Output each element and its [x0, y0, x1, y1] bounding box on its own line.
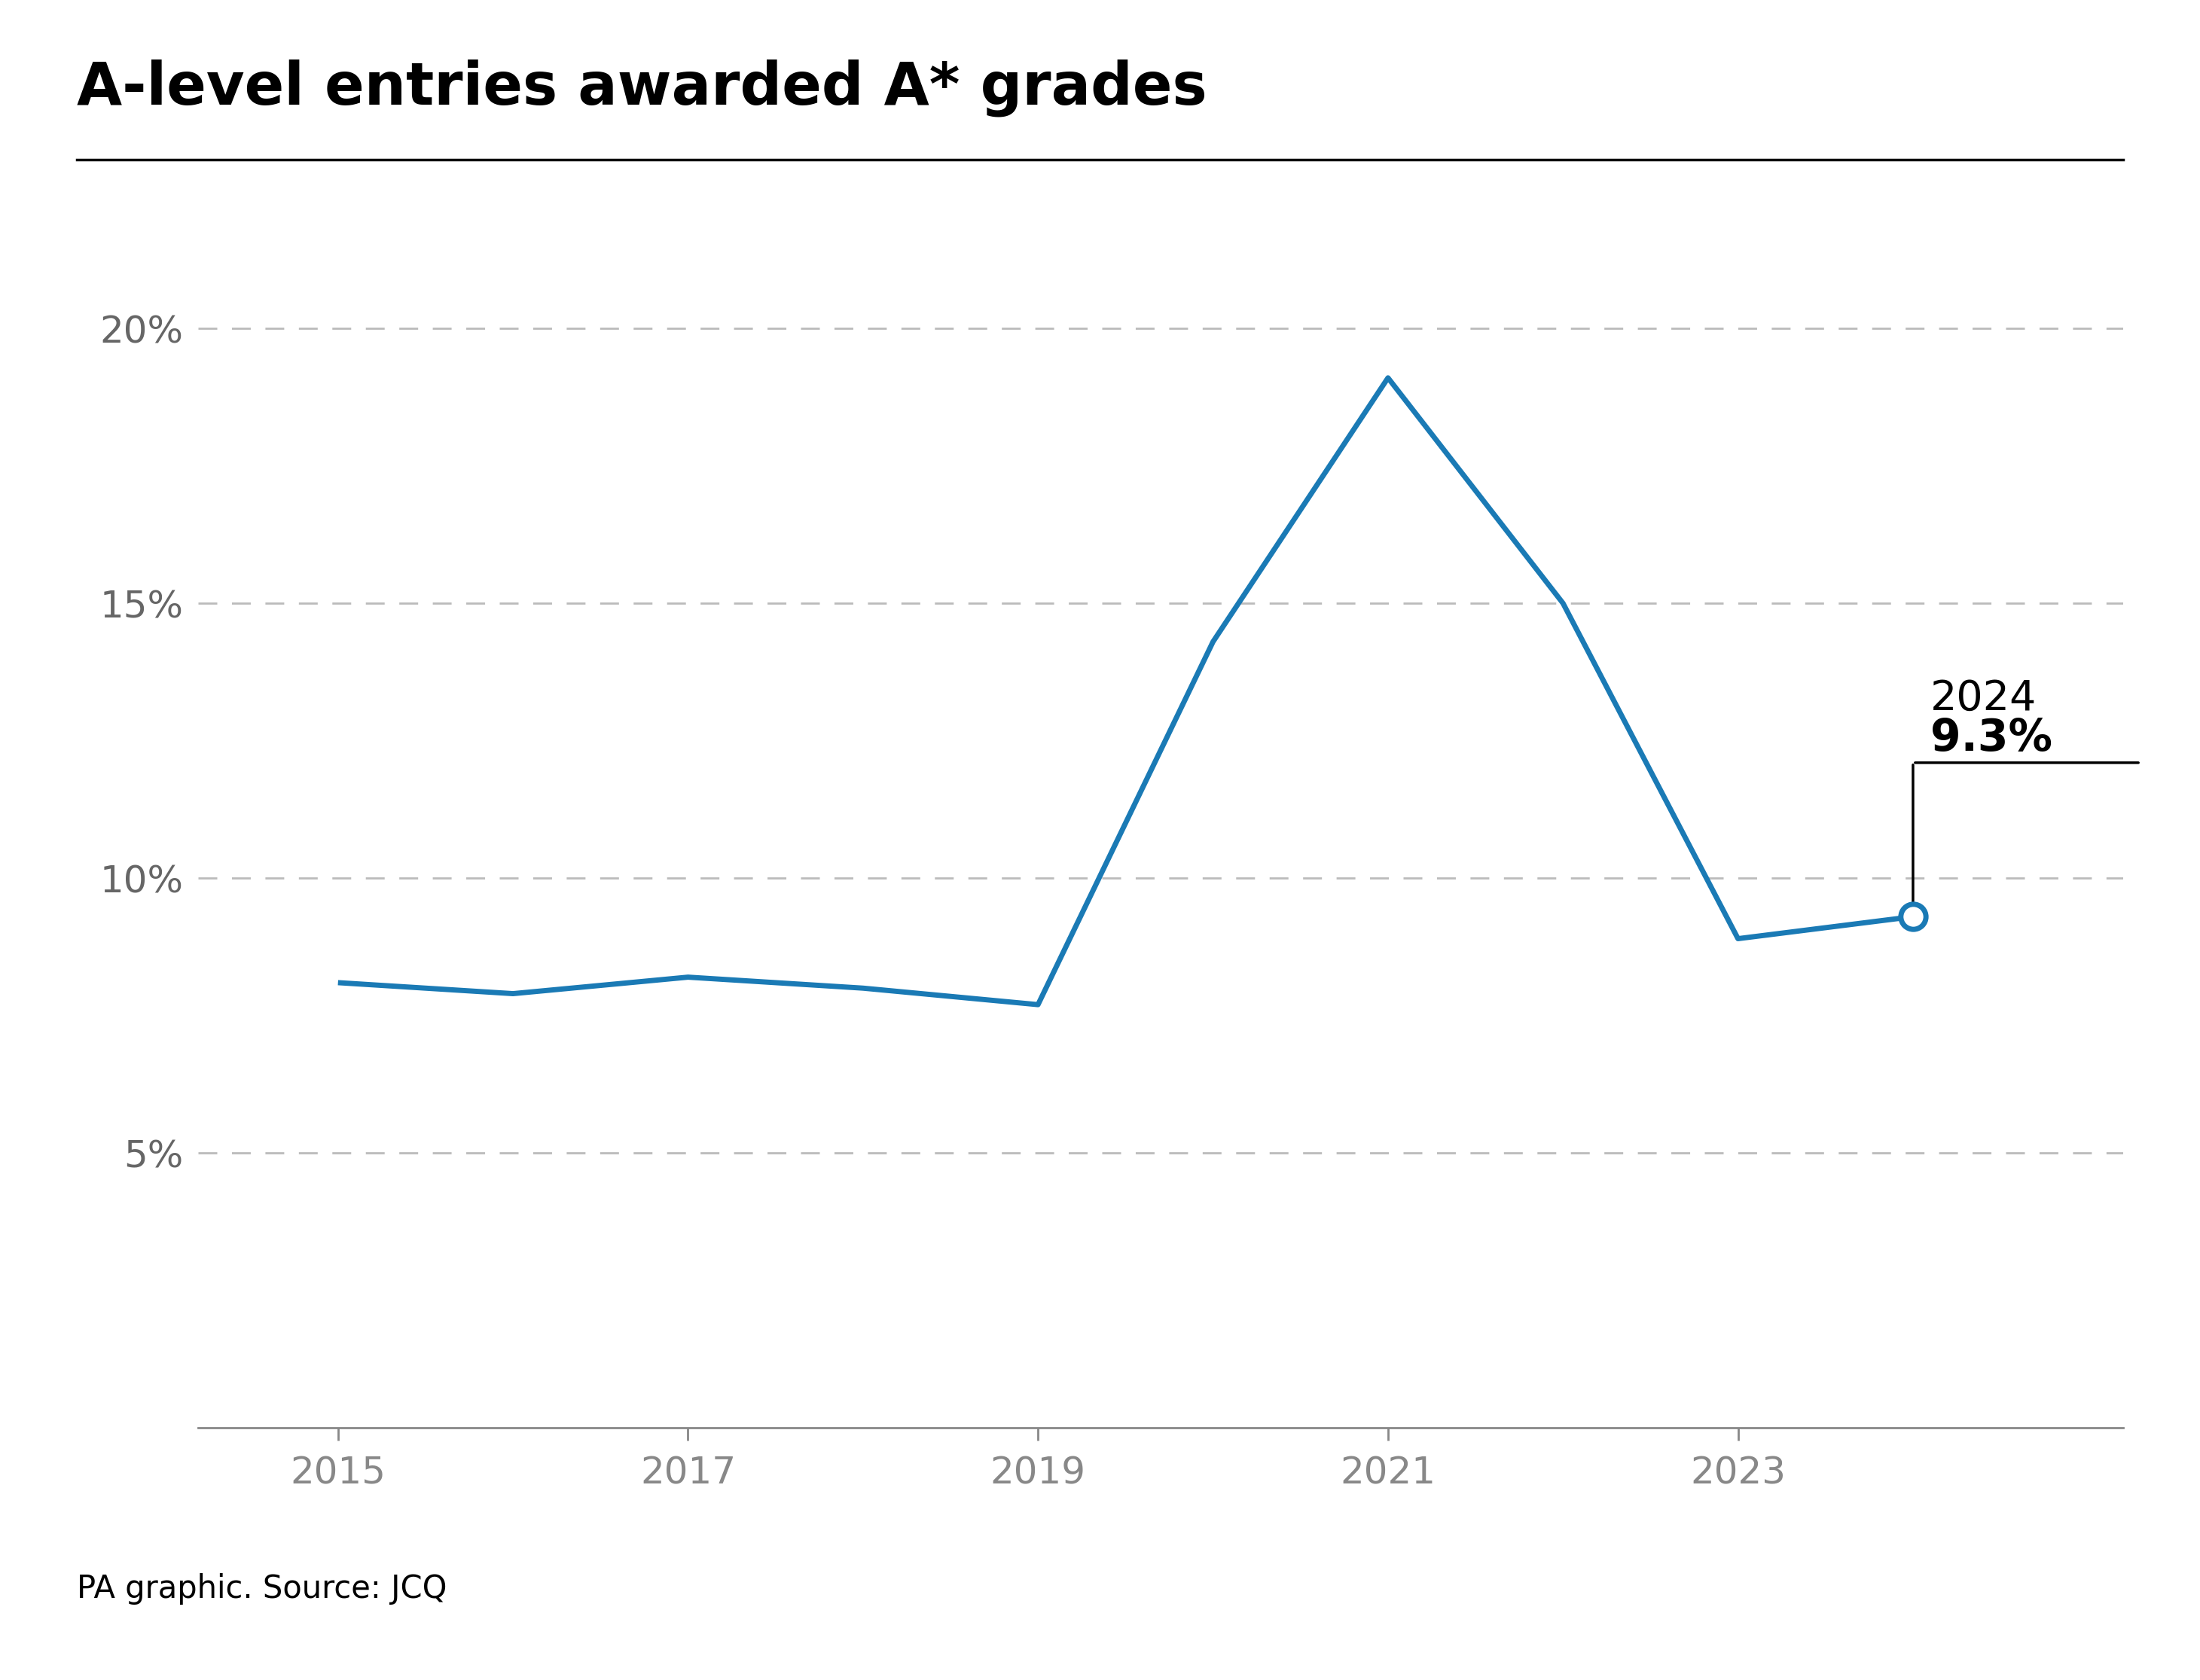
- Text: A-level entries awarded A* grades: A-level entries awarded A* grades: [77, 59, 1208, 116]
- Text: 9.3%: 9.3%: [1929, 717, 2053, 759]
- Text: 2024: 2024: [1929, 679, 2037, 719]
- Text: PA graphic. Source: JCQ: PA graphic. Source: JCQ: [77, 1572, 447, 1604]
